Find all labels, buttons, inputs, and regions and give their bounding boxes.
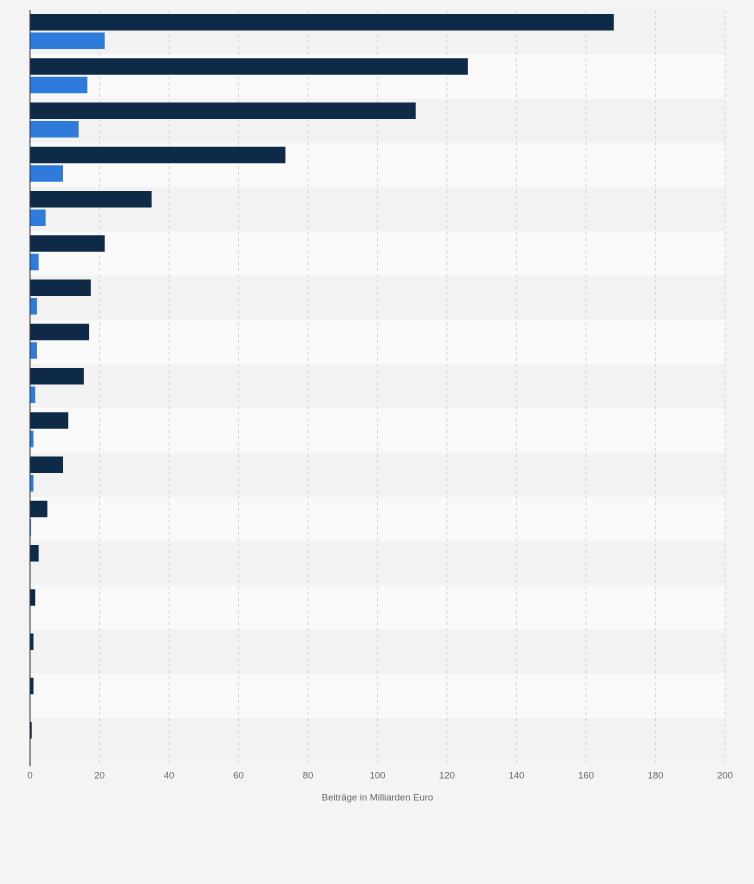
bar-series-1[interactable] <box>30 146 286 164</box>
x-tick-label: 160 <box>578 770 594 781</box>
bar-series-2[interactable] <box>30 165 64 182</box>
bar-series-1[interactable] <box>30 58 468 75</box>
bar-series-1[interactable] <box>30 368 84 385</box>
x-tick-label: 140 <box>509 770 525 781</box>
bar-series-1[interactable] <box>30 677 34 695</box>
bar-series-1[interactable] <box>30 14 614 31</box>
bar-series-1[interactable] <box>30 456 64 474</box>
bar-series-1[interactable] <box>30 500 48 518</box>
x-tick-label: 0 <box>27 770 32 781</box>
bars <box>30 14 614 739</box>
bar-series-1[interactable] <box>30 633 34 651</box>
bar-series-1[interactable] <box>30 102 416 120</box>
bar-series-2[interactable] <box>30 519 32 536</box>
x-tick-label: 20 <box>94 770 105 781</box>
bar-series-1[interactable] <box>30 191 152 208</box>
bar-series-1[interactable] <box>30 279 91 297</box>
x-tick-label: 200 <box>717 770 733 781</box>
bar-series-1[interactable] <box>30 545 39 562</box>
bar-series-2[interactable] <box>30 298 37 315</box>
gridlines <box>99 10 726 763</box>
bar-series-2[interactable] <box>30 209 46 227</box>
x-axis-label: Beiträge in Milliarden Euro <box>322 792 433 803</box>
x-tick-label: 100 <box>370 770 386 781</box>
x-tick-label: 180 <box>648 770 664 781</box>
bar-series-1[interactable] <box>30 412 69 429</box>
bar-series-1[interactable] <box>30 235 105 252</box>
bar-series-2[interactable] <box>30 76 88 94</box>
bar-series-1[interactable] <box>30 323 90 341</box>
bar-series-1[interactable] <box>30 589 36 606</box>
x-tick-label: 120 <box>439 770 455 781</box>
bar-series-2[interactable] <box>30 342 37 359</box>
x-tick-label: 60 <box>233 770 244 781</box>
bar-series-2[interactable] <box>30 386 36 404</box>
bar-series-2[interactable] <box>30 32 105 50</box>
bar-series-2[interactable] <box>30 475 34 492</box>
row-bands <box>30 10 725 763</box>
x-tick-labels: 0 20 40 60 80 100 120 140 160 180 200 <box>27 770 733 781</box>
x-tick-label: 80 <box>303 770 314 781</box>
bar-series-2[interactable] <box>30 121 79 138</box>
bar-series-1[interactable] <box>30 722 32 739</box>
bar-series-2[interactable] <box>30 430 34 448</box>
x-tick-label: 40 <box>164 770 175 781</box>
bar-series-2[interactable] <box>30 253 39 271</box>
